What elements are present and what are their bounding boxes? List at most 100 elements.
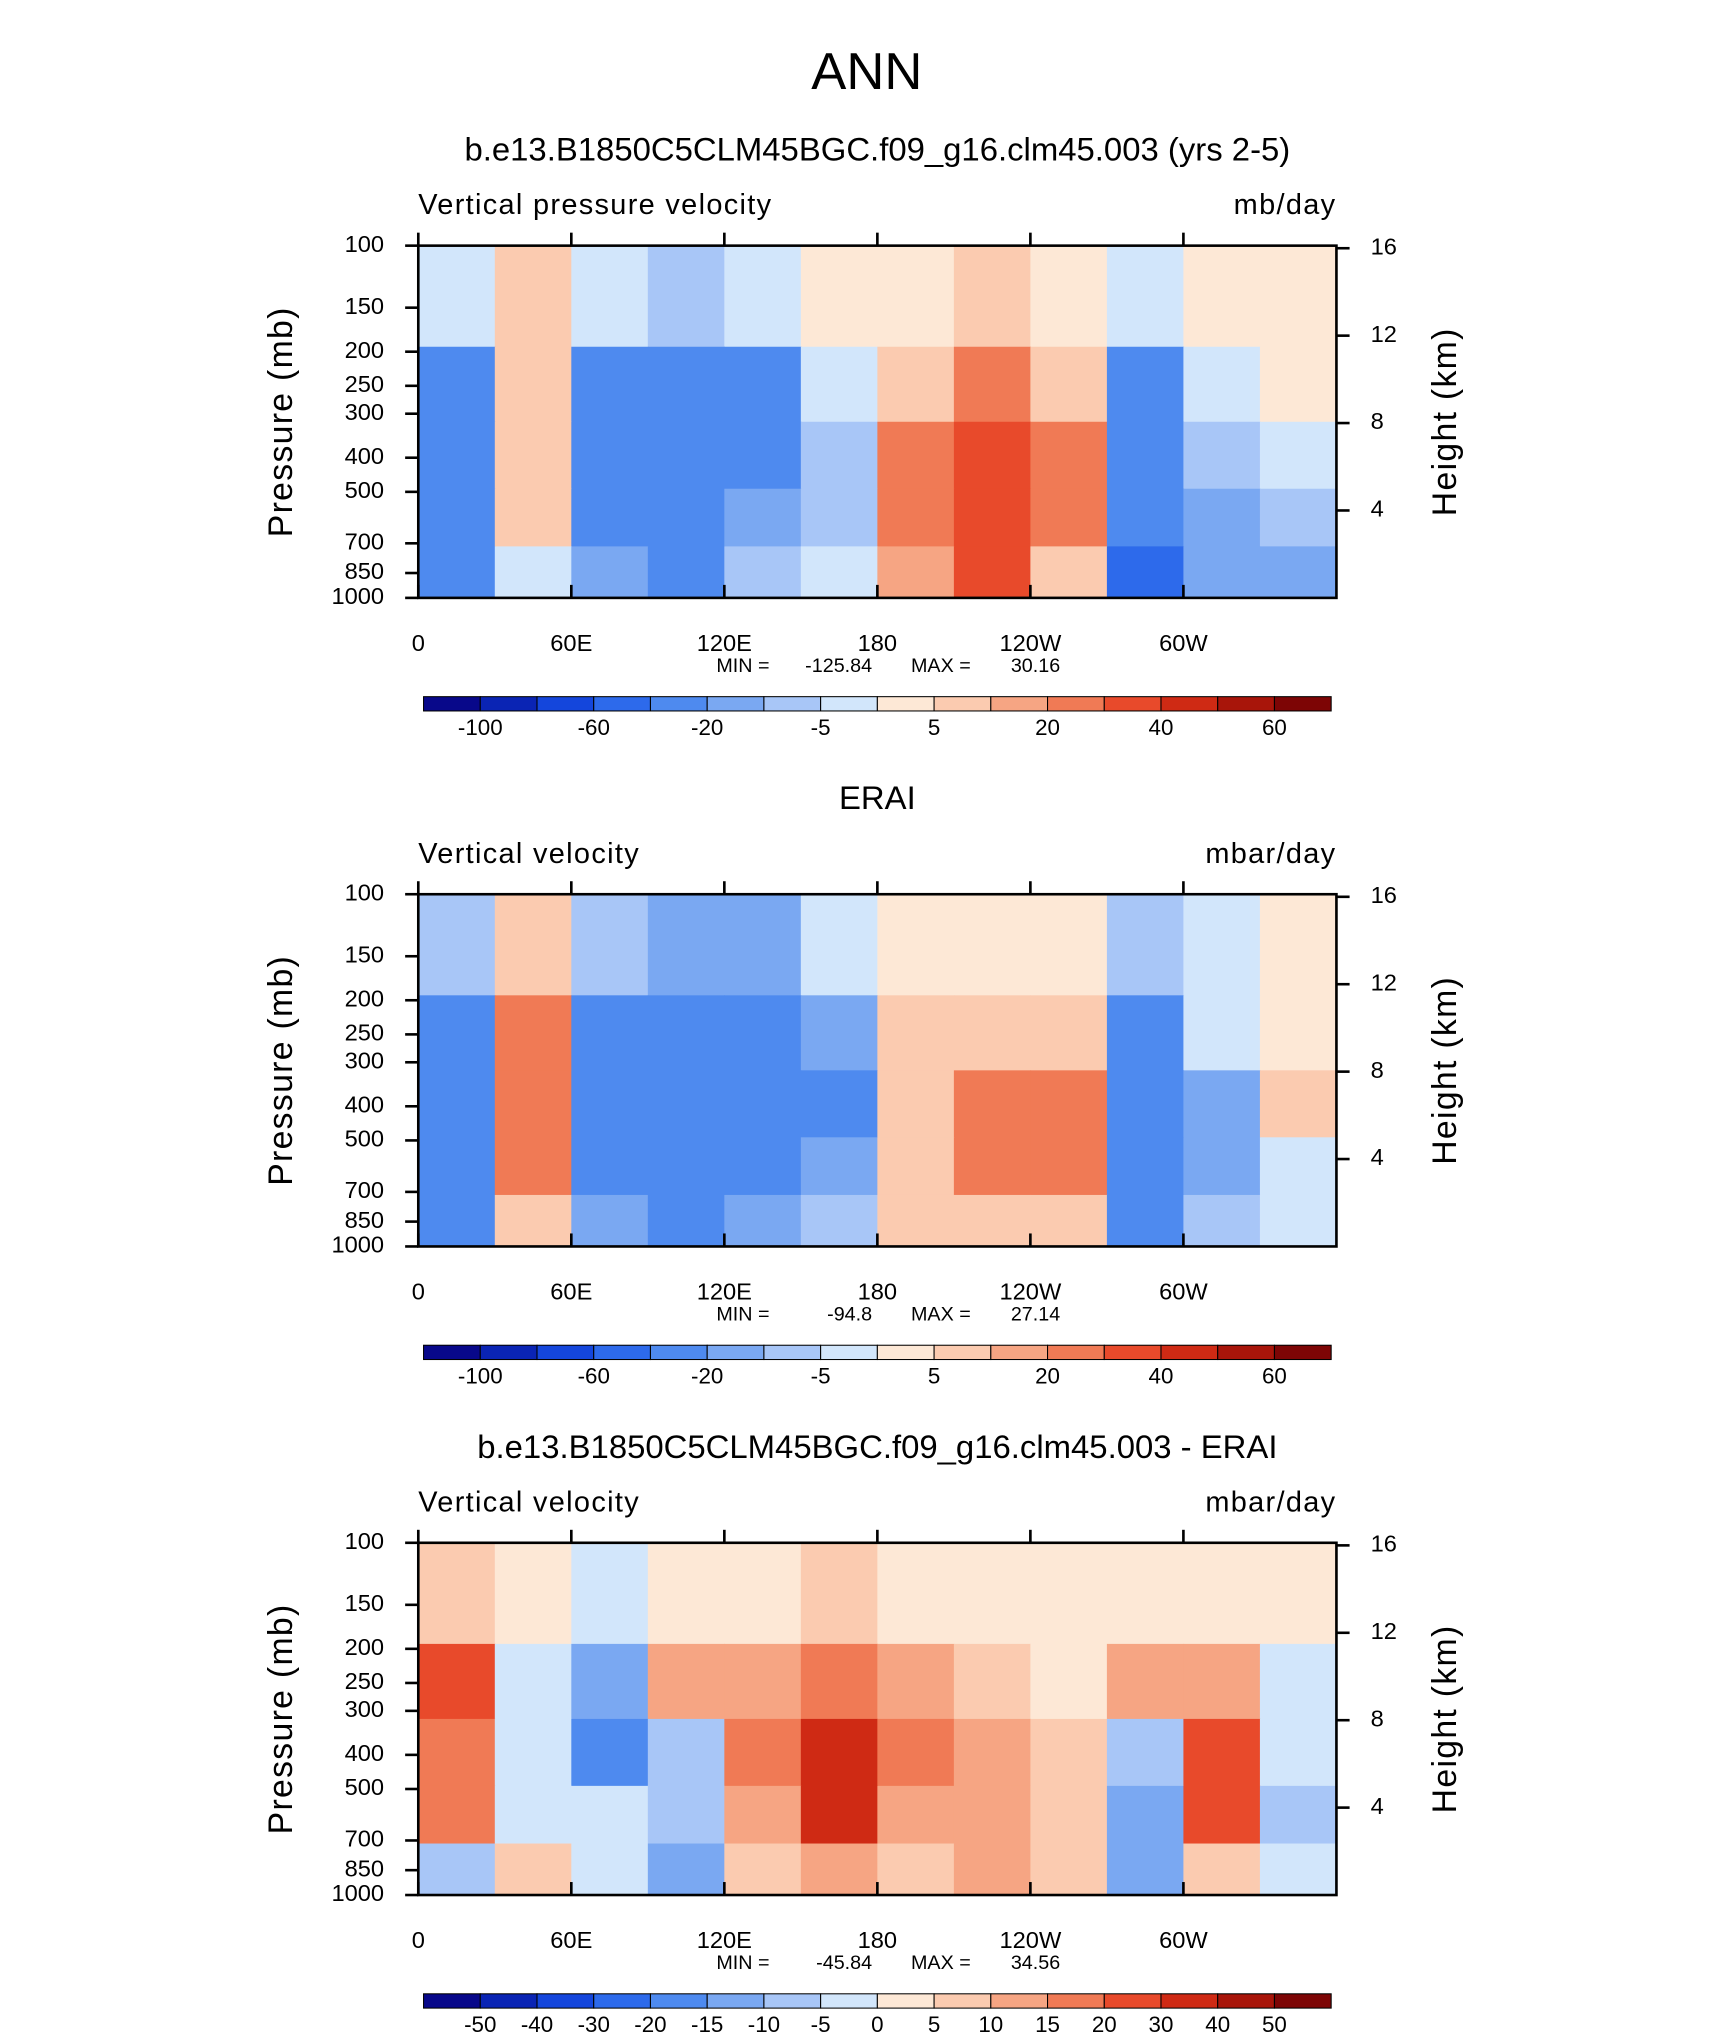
contour-cell (953, 245, 1032, 348)
y-tick-label: 500 (345, 1774, 384, 1800)
contour-cell (647, 488, 725, 548)
left-label: Vertical pressure velocity (418, 189, 772, 221)
colorbar-label: -20 (634, 2012, 666, 2037)
colorbar-label: -50 (464, 2012, 496, 2037)
contour-cell (800, 1643, 879, 1720)
contour-cell (494, 1785, 572, 1845)
colorbar-swatch (1273, 1993, 1332, 2009)
contour-cell (877, 1137, 955, 1196)
contour-cell (1183, 421, 1261, 490)
panel-title: ERAI (839, 779, 916, 816)
contour-cell (1030, 894, 1108, 996)
contour-cell (1030, 488, 1108, 548)
colorbar-label: -100 (458, 715, 503, 740)
contour-cell (647, 1070, 725, 1138)
max-value: 34.56 (1011, 1952, 1060, 1974)
y2-tick-label: 8 (1371, 408, 1384, 434)
colorbar-swatch (423, 696, 481, 712)
contour-cell (724, 245, 802, 348)
contour-cell (877, 421, 955, 490)
contour-cell (1259, 995, 1338, 1071)
colorbar-swatch (990, 1344, 1049, 1361)
colorbar-swatch (1160, 1993, 1219, 2009)
contour-cell (724, 894, 802, 996)
contour-cell (724, 488, 802, 548)
contour-cell (800, 1070, 879, 1138)
max-label: MAX = (911, 1952, 971, 1974)
contour-cell (1106, 245, 1185, 348)
contour-cell (647, 1643, 725, 1720)
colorbar-label: -5 (811, 2012, 831, 2037)
colorbar-swatch (763, 1993, 822, 2009)
contour-cell (1183, 1718, 1261, 1787)
contour-cell (1259, 488, 1338, 548)
colorbar-swatch (706, 1344, 765, 1361)
contour-cell (953, 1194, 1032, 1248)
colorbar-label: 5 (928, 715, 940, 740)
contour-cell (418, 245, 496, 348)
y-tick-label: 850 (345, 558, 384, 584)
contour-cell (647, 546, 725, 599)
colorbar-swatch (1103, 1344, 1162, 1361)
contour-cell (571, 1643, 649, 1720)
contour-cell (953, 1643, 1032, 1720)
contour-cell (1030, 421, 1108, 490)
contour-cell (877, 488, 955, 548)
contour-cell (877, 1542, 955, 1645)
colorbar-swatch (649, 1993, 708, 2009)
colorbar-swatch (1047, 1344, 1105, 1361)
contour-cell (418, 1194, 496, 1248)
x-tick-label: 120W (999, 630, 1062, 656)
x-tick-label: 60E (550, 1927, 592, 1953)
x-tick-label: 60W (1159, 1927, 1208, 1953)
colorbar-swatch (479, 1993, 538, 2009)
contour-cell (647, 245, 725, 348)
x-tick-label: 120E (697, 1279, 752, 1305)
colorbar-label: 40 (1205, 2012, 1230, 2037)
contour-cell (1106, 1643, 1185, 1720)
contour-cell (953, 1070, 1032, 1138)
y2-tick-label: 16 (1371, 1531, 1397, 1557)
y-tick-label: 100 (345, 1528, 384, 1554)
contour-cell (571, 1070, 649, 1138)
contour-cell (1183, 546, 1261, 599)
contour-cell (571, 1785, 649, 1845)
contour-cell (1259, 1194, 1338, 1248)
contour-cell (877, 346, 955, 423)
contour-cell (800, 894, 879, 996)
contour-cell (494, 1718, 572, 1787)
contour-cell (1106, 1542, 1185, 1645)
colorbar-label: -15 (691, 2012, 723, 2037)
contour-cell (1030, 1643, 1108, 1720)
colorbar-swatch (1217, 696, 1275, 712)
contour-cell (494, 894, 572, 996)
colorbar-swatch (1273, 1344, 1332, 1361)
contour-cell (571, 995, 649, 1071)
y-tick-label: 100 (345, 231, 384, 257)
contour-cell (494, 1137, 572, 1196)
y2-tick-label: 12 (1371, 1618, 1397, 1644)
contour-cell (647, 1137, 725, 1196)
contour-cell (1183, 488, 1261, 548)
contour-cell (800, 995, 879, 1071)
contour-cell (571, 1843, 649, 1896)
y-tick-label: 500 (345, 477, 384, 503)
contour-cell (647, 1785, 725, 1845)
y2-tick-label: 4 (1371, 1793, 1384, 1819)
colorbar-swatch (536, 1993, 595, 2009)
y-tick-label: 700 (345, 1826, 384, 1852)
colorbar-label: 10 (978, 2012, 1003, 2037)
contour-cell (724, 1194, 802, 1248)
y-tick-label: 700 (345, 1177, 384, 1203)
y2-axis-title: Height (km) (1426, 976, 1464, 1165)
y-axis-title: Pressure (mb) (262, 1603, 300, 1834)
colorbar-swatch (876, 1344, 935, 1361)
contour-cell (494, 421, 572, 490)
contour-cell (877, 245, 955, 348)
min-value: -125.84 (805, 655, 872, 677)
colorbar-label: -60 (578, 1364, 610, 1389)
contour-cell (1106, 1194, 1185, 1248)
contour-cell (953, 995, 1032, 1071)
y-tick-label: 700 (345, 529, 384, 555)
colorbar-label: 40 (1149, 1364, 1174, 1389)
